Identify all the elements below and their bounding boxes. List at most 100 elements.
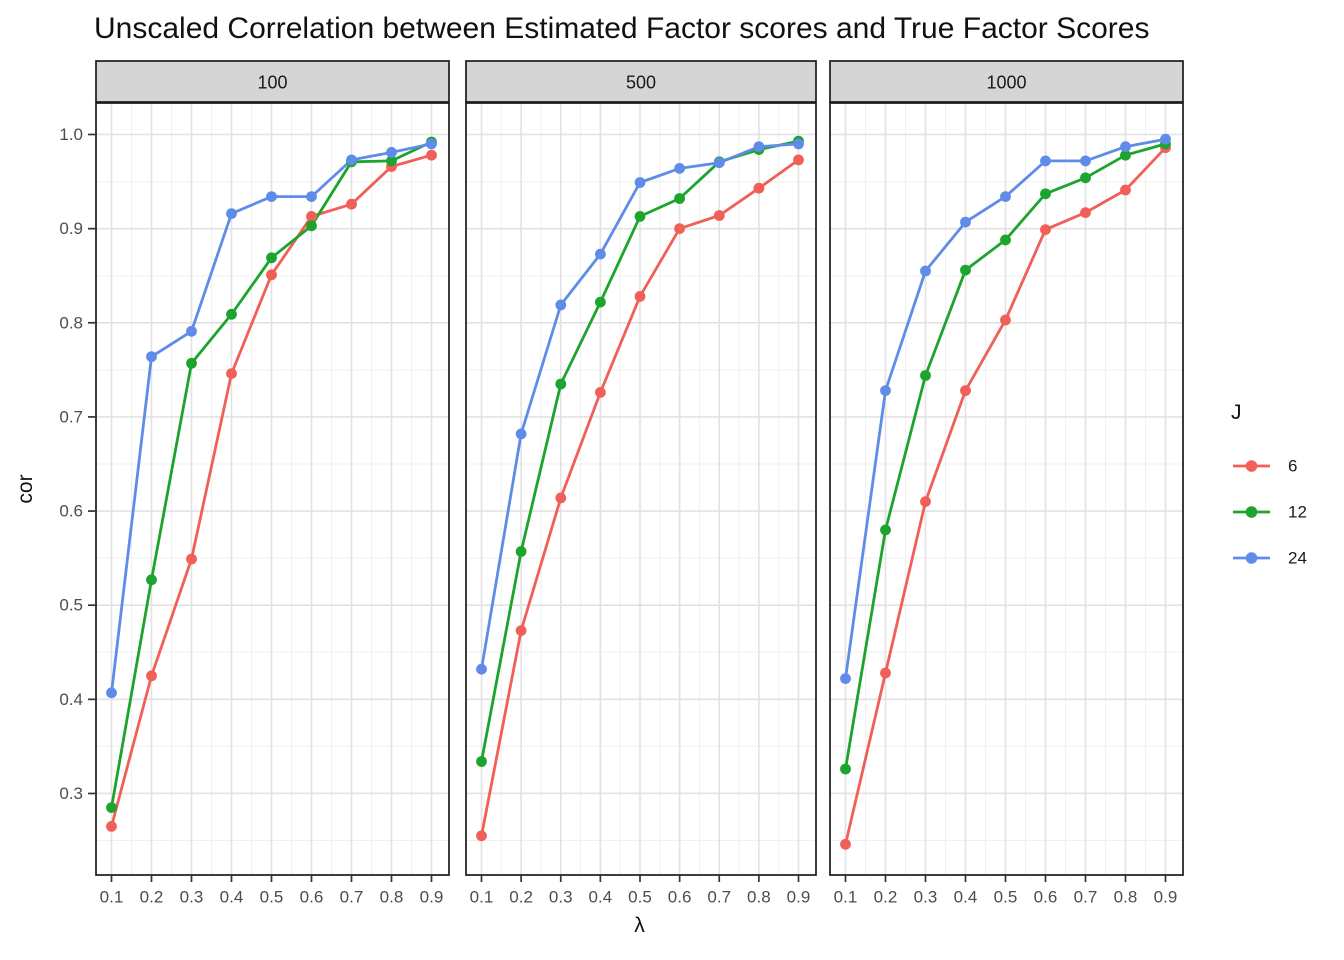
data-point-12 [555, 378, 567, 390]
x-tick-label: 0.9 [787, 888, 811, 907]
data-point-24 [674, 163, 685, 174]
data-point-24 [106, 687, 117, 699]
panel-background [830, 103, 1183, 875]
y-tick-label: 0.4 [59, 690, 83, 709]
facet-panel-500: 500 0.1 0.2 0.3 0.4 0.5 0.6 0.7 0.8 0.9 [465, 60, 817, 907]
data-point-12 [1040, 188, 1051, 200]
y-tick-label: 0.8 [59, 313, 83, 332]
x-tick-label: 0.4 [954, 888, 978, 907]
data-point-24 [713, 157, 725, 169]
x-tick-label: 0.6 [1034, 888, 1058, 907]
data-point-24 [306, 191, 317, 203]
facet-strip [829, 60, 1184, 103]
x-tick-label: 0.3 [914, 888, 938, 907]
facet-strip-label: 100 [257, 73, 287, 93]
y-tick-label: 0.7 [59, 407, 83, 426]
data-point-24 [840, 673, 851, 684]
data-point-6 [1000, 314, 1011, 326]
data-point-24 [515, 428, 527, 440]
x-tick-label: 0.2 [140, 888, 164, 907]
data-point-6 [840, 838, 851, 850]
x-tick-label: 0.6 [300, 888, 324, 907]
facet-strip [95, 60, 450, 103]
data-point-12 [960, 264, 971, 276]
data-point-24 [555, 299, 567, 311]
legend-entry-6: 6 [1233, 457, 1297, 476]
data-point-6 [1120, 184, 1131, 196]
y-axis-title: cor [14, 474, 37, 504]
data-point-6 [555, 492, 567, 504]
data-point-12 [1080, 172, 1091, 184]
data-point-12 [266, 252, 277, 264]
data-point-24 [1040, 155, 1051, 167]
legend-title: J [1231, 401, 1242, 424]
data-point-6 [306, 211, 317, 222]
data-point-24 [226, 208, 237, 220]
y-tick-label: 0.5 [59, 596, 83, 615]
data-point-12 [1000, 234, 1011, 246]
data-point-12 [515, 546, 527, 557]
data-point-12 [880, 524, 891, 536]
data-point-12 [146, 574, 157, 586]
data-point-12 [674, 193, 685, 204]
data-point-6 [595, 387, 606, 398]
facet-strip-label: 500 [626, 73, 656, 93]
data-point-12 [106, 802, 117, 813]
x-tick-label: 0.9 [420, 888, 444, 907]
data-point-6 [793, 154, 804, 166]
data-point-24 [346, 154, 357, 166]
x-tick-label: 0.4 [589, 888, 613, 907]
data-point-24 [386, 147, 397, 158]
data-point-6 [186, 553, 197, 565]
data-point-24 [1120, 141, 1131, 153]
data-point-12 [634, 211, 646, 222]
data-point-6 [106, 821, 117, 832]
data-point-6 [880, 667, 891, 679]
data-point-6 [266, 269, 277, 281]
legend-entry-24: 24 [1233, 549, 1307, 568]
plot-title: Unscaled Correlation between Estimated F… [94, 12, 1150, 45]
data-point-24 [634, 177, 646, 188]
data-point-6 [476, 830, 487, 842]
data-point-12 [595, 296, 606, 308]
data-point-24 [595, 248, 606, 260]
x-tick-label: 0.7 [1074, 888, 1098, 907]
panel-border [95, 102, 450, 876]
data-point-12 [920, 370, 931, 381]
data-point-12 [840, 763, 851, 775]
data-point-24 [1000, 191, 1011, 203]
x-tick-label: 0.2 [874, 888, 898, 907]
legend-entry-label: 24 [1288, 549, 1307, 568]
data-point-6 [753, 182, 765, 194]
panel-border [829, 102, 1184, 876]
legend-entry-12: 12 [1233, 503, 1307, 522]
data-point-24 [880, 385, 891, 396]
data-point-6 [426, 149, 437, 161]
data-point-6 [146, 670, 157, 682]
data-point-24 [1080, 155, 1091, 167]
x-tick-label: 0.1 [470, 888, 494, 907]
data-point-24 [476, 663, 487, 675]
x-tick-label: 0.4 [220, 888, 244, 907]
data-point-6 [960, 385, 971, 396]
facet-panel-1000: 1000 0.1 0.2 0.3 0.4 0.5 0.6 0.7 0.8 0.9 [829, 60, 1184, 907]
y-tick-label: 1.0 [59, 125, 83, 144]
data-point-12 [1120, 149, 1131, 161]
data-point-6 [515, 625, 527, 636]
x-tick-label: 0.1 [100, 888, 124, 907]
data-point-6 [226, 368, 237, 379]
x-tick-label: 0.2 [509, 888, 533, 907]
x-tick-label: 0.5 [994, 888, 1018, 907]
data-point-6 [1040, 224, 1051, 236]
x-tick-label: 0.3 [180, 888, 204, 907]
x-tick-label: 0.5 [260, 888, 284, 907]
y-tick-label: 0.6 [59, 502, 83, 521]
x-axis-title: λ [634, 914, 645, 937]
x-tick-label: 0.3 [549, 888, 573, 907]
data-point-12 [306, 220, 317, 232]
x-tick-label: 0.8 [1114, 888, 1138, 907]
data-point-12 [186, 357, 197, 369]
x-tick-label: 0.6 [668, 888, 692, 907]
x-tick-label: 0.9 [1154, 888, 1178, 907]
